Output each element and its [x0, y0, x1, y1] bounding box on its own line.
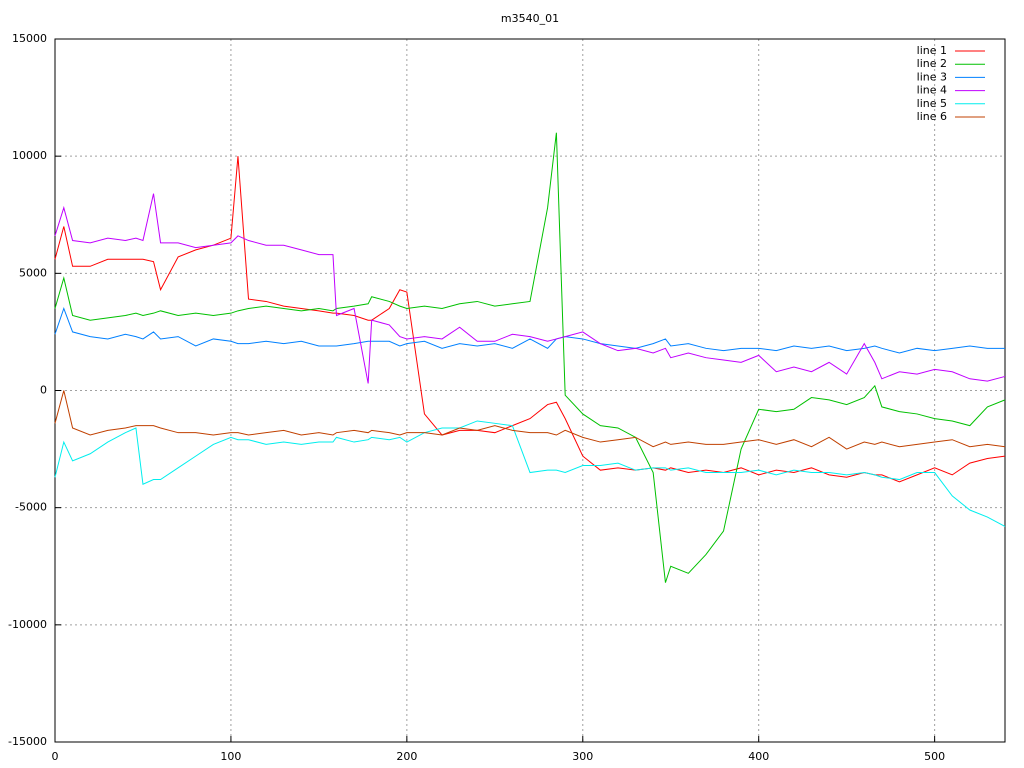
y-tick-label: 0 [40, 384, 47, 397]
legend-label: line 4 [917, 84, 947, 97]
y-tick-label: 10000 [12, 149, 47, 162]
chart-title: m3540_01 [501, 12, 559, 25]
y-tick-label: 15000 [12, 32, 47, 45]
legend-label: line 6 [917, 110, 947, 123]
x-tick-label: 300 [572, 750, 593, 763]
x-tick-label: 100 [220, 750, 241, 763]
data-line [54, 420, 1006, 527]
data-line [54, 390, 1006, 450]
x-tick-label: 0 [52, 750, 59, 763]
y-tick-label: -10000 [8, 618, 47, 631]
data-line [54, 193, 1006, 384]
y-tick-label: -5000 [15, 501, 47, 514]
x-tick-label: 400 [748, 750, 769, 763]
data-line [54, 132, 1006, 583]
legend-label: line 2 [917, 57, 947, 70]
data-line [54, 306, 1005, 354]
legend-label: line 3 [917, 70, 947, 83]
y-tick-label: -15000 [8, 735, 47, 748]
legend-label: line 5 [917, 97, 947, 110]
y-tick-label: 5000 [19, 266, 47, 279]
x-tick-label: 500 [924, 750, 945, 763]
data-line [54, 156, 1006, 483]
x-tick-label: 200 [396, 750, 417, 763]
legend-label: line 1 [917, 44, 947, 57]
plot-frame [54, 38, 1006, 743]
